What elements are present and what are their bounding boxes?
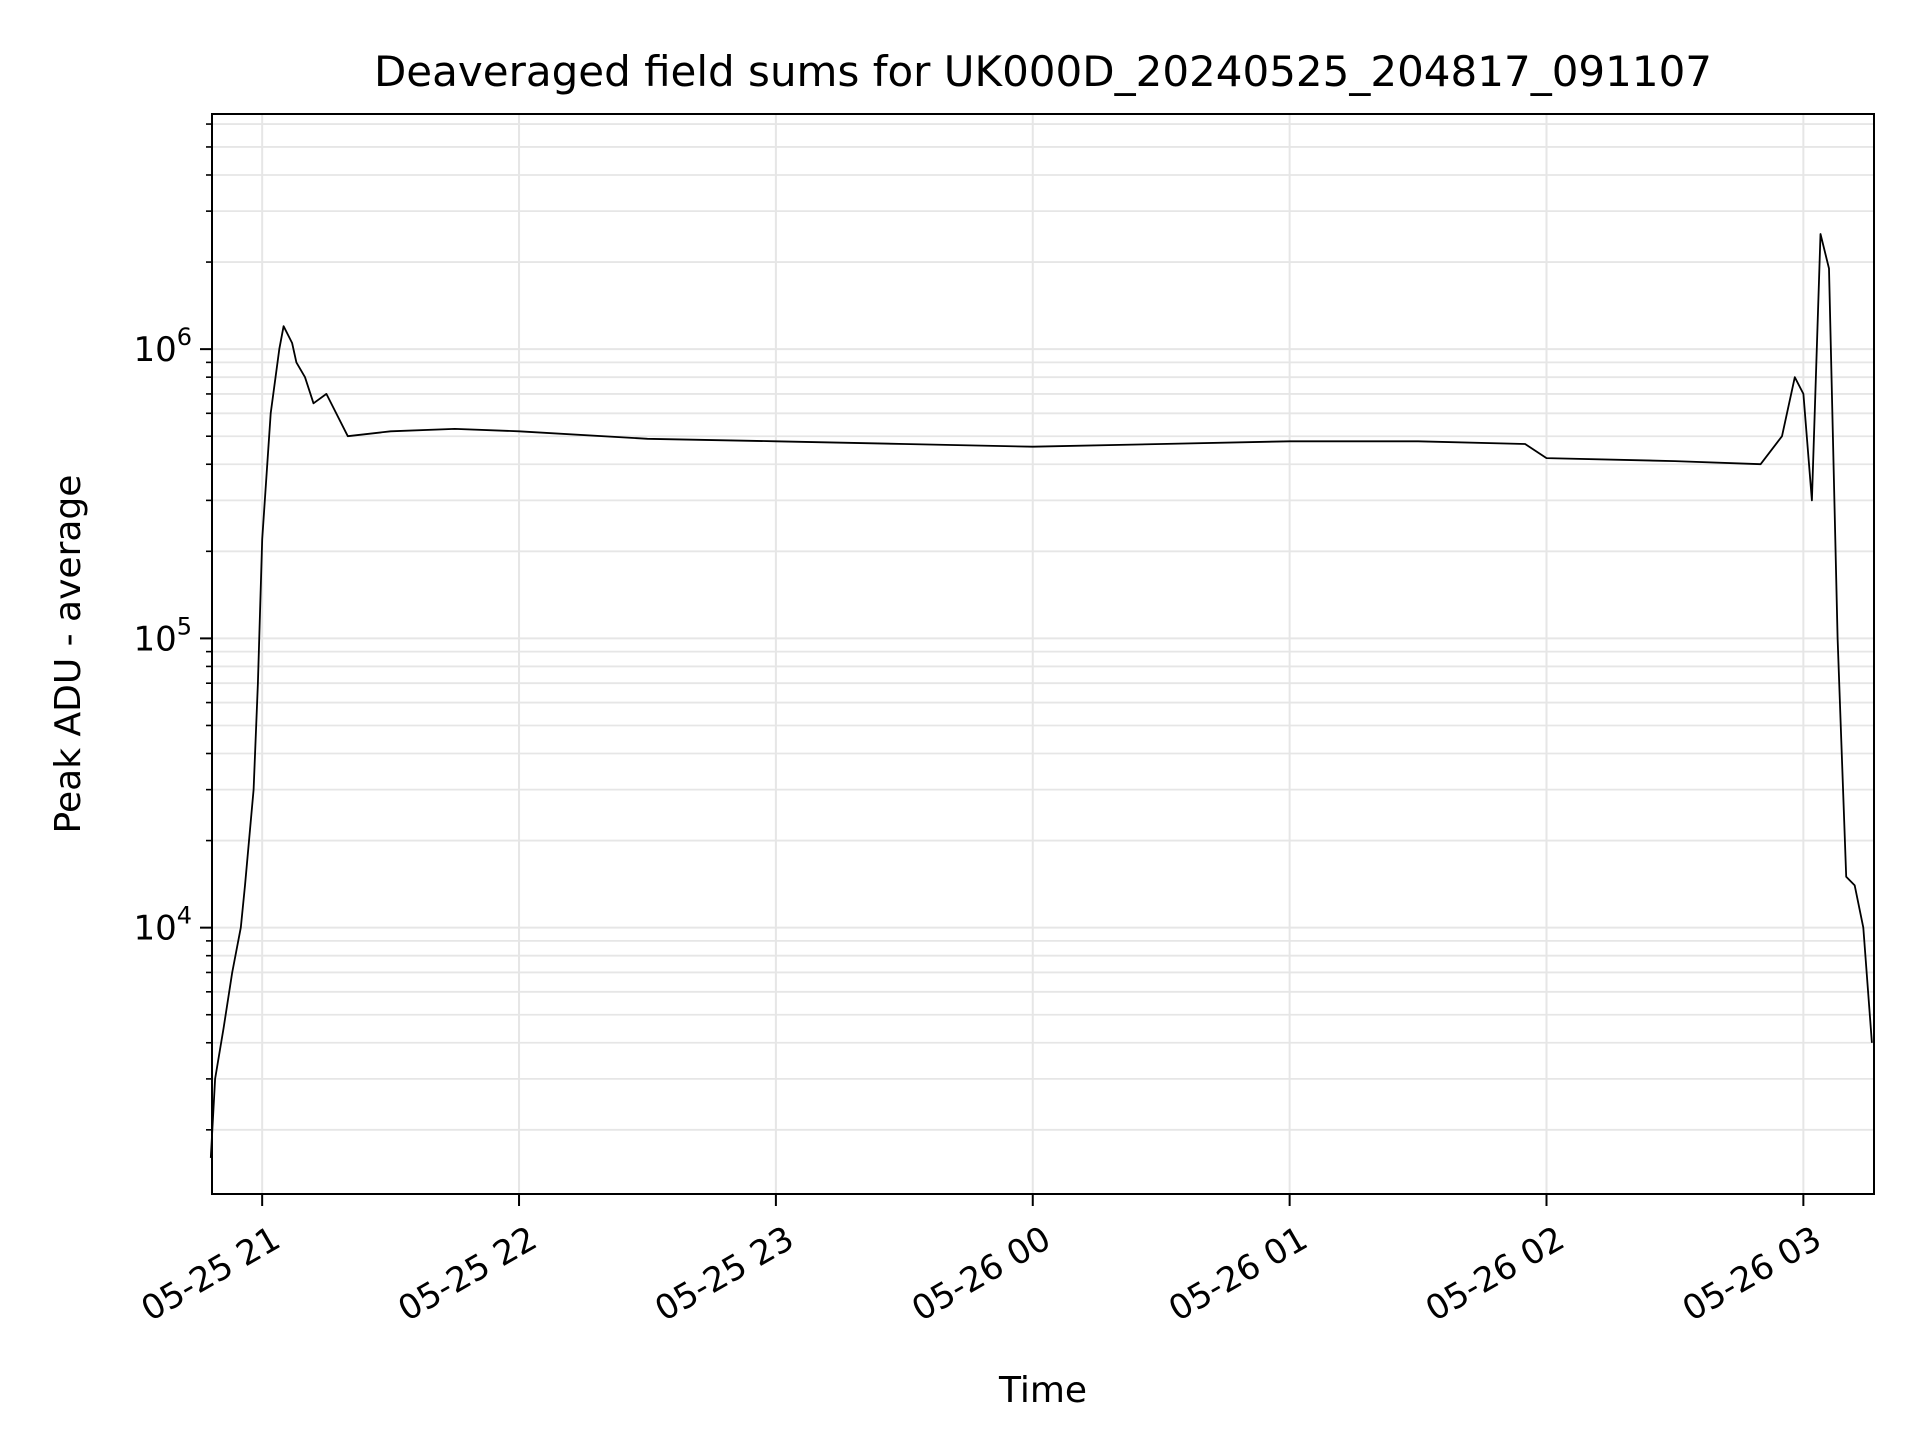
- series-layer: [209, 233, 1873, 1158]
- grid-layer: [212, 114, 1874, 1194]
- y-axis-label: Peak ADU - average: [48, 475, 89, 834]
- y-tick-label: 105: [133, 612, 192, 659]
- series-line: [209, 233, 1873, 1158]
- y-tick-label: 106: [133, 323, 192, 370]
- chart-title: Deaveraged field sums for UK000D_2024052…: [374, 47, 1712, 96]
- y-tick-label: 104: [133, 902, 192, 949]
- x-axis-label: Time: [998, 1370, 1087, 1411]
- plot-area-frame: [211, 113, 1875, 1195]
